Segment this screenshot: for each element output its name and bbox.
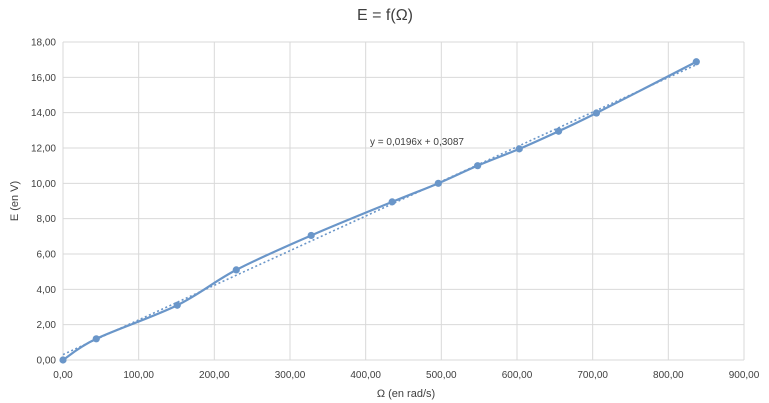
data-point: [307, 231, 315, 240]
x-tick-label: 600,00: [502, 370, 533, 381]
x-axis-label: Ω (en rad/s): [377, 388, 435, 400]
y-tick-label: 6,00: [37, 250, 57, 261]
series-group: [59, 58, 700, 364]
x-tick-label: 100,00: [123, 370, 154, 381]
series-line: [62, 60, 697, 361]
y-axis-label: E (en V): [9, 181, 21, 221]
x-tick-label: 500,00: [426, 370, 457, 381]
y-tick-label: 4,00: [37, 285, 57, 296]
data-point: [692, 58, 700, 66]
x-tick-label: 700,00: [577, 370, 608, 381]
x-tick-label: 0,00: [53, 370, 73, 381]
x-tick-label: 400,00: [350, 370, 381, 381]
y-tick-label: 16,00: [31, 73, 56, 84]
chart-title: E = f(Ω): [357, 7, 413, 24]
y-tick-label: 14,00: [31, 108, 56, 119]
tick-labels: 0,00 2,00 4,00 6,00 8,00 10,00 12,00 14,00 16,00…: [31, 38, 760, 382]
x-tick-label: 800,00: [653, 370, 684, 381]
data-point: [173, 301, 181, 309]
data-point: [592, 109, 601, 117]
y-tick-label: 18,00: [31, 38, 56, 49]
y-tick-label: 8,00: [37, 214, 57, 225]
data-point: [388, 198, 396, 206]
x-tick-label: 200,00: [199, 370, 230, 381]
trendline-equation: y = 0,0196x + 0,3087: [370, 137, 464, 148]
data-point: [434, 179, 442, 187]
data-point: [59, 356, 67, 364]
trendline: [62, 63, 697, 356]
data-point: [232, 266, 240, 274]
x-tick-label: 900,00: [729, 370, 760, 381]
x-tick-label: 300,00: [275, 370, 306, 381]
data-point: [92, 335, 100, 343]
y-tick-label: 2,00: [37, 320, 57, 331]
trendline-group: [62, 63, 697, 356]
y-tick-label: 12,00: [31, 144, 56, 155]
y-tick-label: 10,00: [31, 179, 56, 190]
data-point: [474, 162, 482, 170]
data-point: [515, 145, 523, 153]
data-point: [555, 127, 563, 135]
y-tick-label: 0,00: [37, 356, 57, 367]
gridlines: [62, 41, 745, 361]
